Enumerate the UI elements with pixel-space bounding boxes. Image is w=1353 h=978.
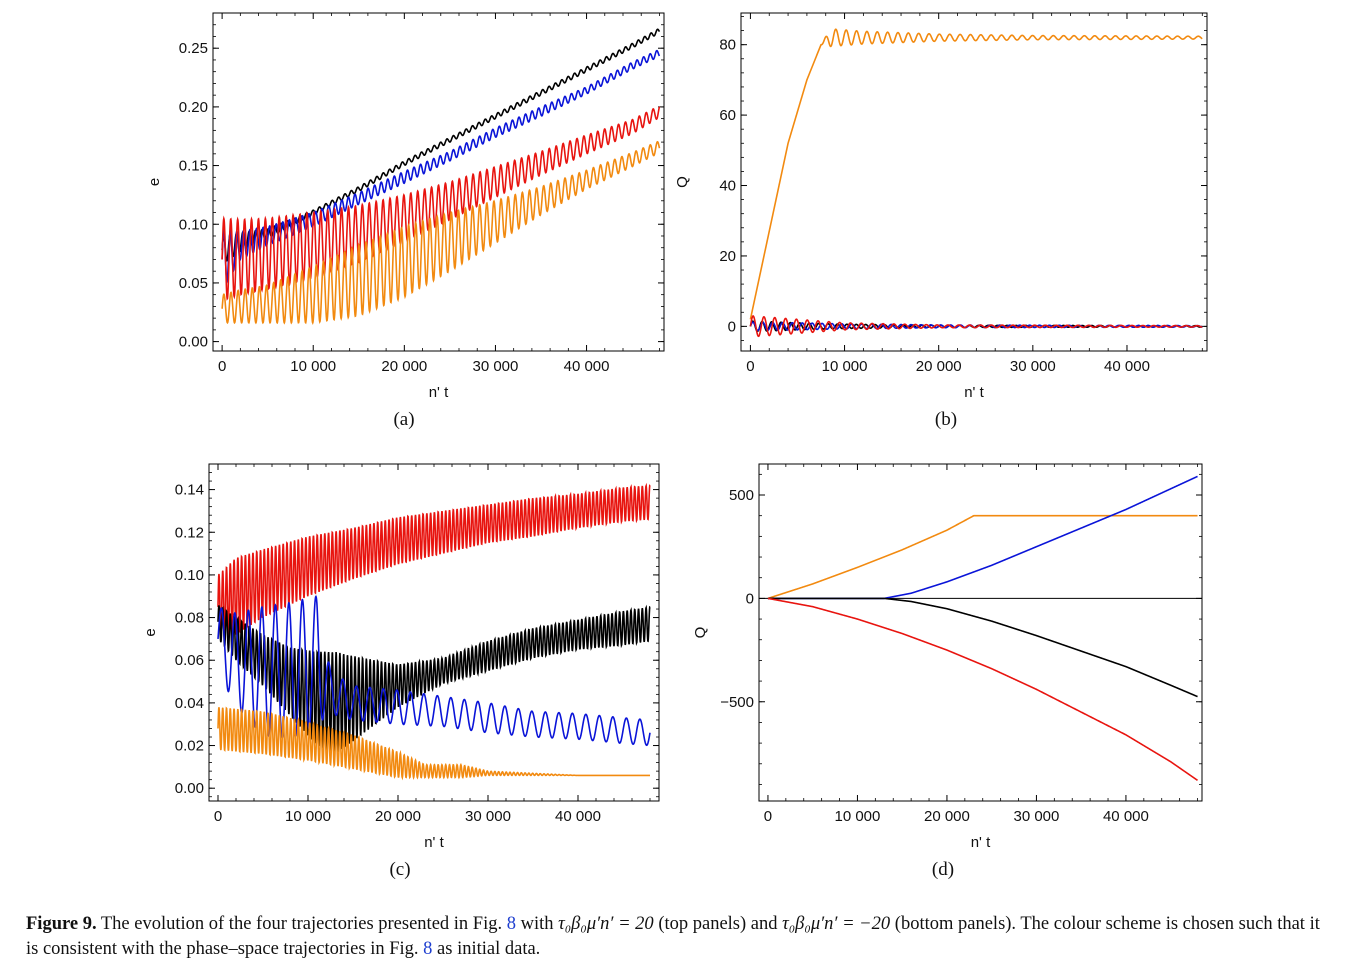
panel-c-sublabel: (c) bbox=[389, 859, 410, 880]
panel-a-sublabel: (a) bbox=[393, 409, 414, 430]
panel-a-y-tick-label: 0.10 bbox=[179, 216, 208, 233]
panel-b-plot-frame bbox=[740, 12, 1208, 352]
panel-b-y-tick-label: 80 bbox=[719, 37, 736, 54]
panel-b-y-axis-label: Q bbox=[674, 176, 691, 188]
panel-b-x-tick-label: 40 000 bbox=[1104, 358, 1150, 375]
panel-b-series-red bbox=[749, 315, 1203, 338]
panel-b-y-tick-label: 0 bbox=[728, 318, 736, 335]
panel-d-series-red bbox=[767, 597, 1198, 781]
panel-c-y-tick-label: 0.08 bbox=[175, 610, 204, 627]
panel-c-y-tick-label: 0.14 bbox=[175, 482, 204, 499]
panel-d-y-axis-label: Q bbox=[692, 627, 709, 639]
panel-a-x-tick-label: 10 000 bbox=[290, 358, 336, 375]
caption-math-2: τ₀β₀μ′n′ = −20 bbox=[782, 914, 891, 934]
panel-c-y-tick-label: 0.12 bbox=[175, 524, 204, 541]
panel-d-y-tick-label: 0 bbox=[746, 590, 754, 607]
panel-c-series-group bbox=[217, 482, 651, 781]
panel-a-y-tick-label: 0.00 bbox=[179, 334, 208, 351]
panel-b-x-tick-label: 30 000 bbox=[1010, 358, 1056, 375]
panel-a-y-axis-label: e bbox=[146, 178, 163, 186]
panel-c-x-tick-label: 30 000 bbox=[465, 808, 511, 825]
panel-c-series-red bbox=[217, 482, 651, 639]
panel-a-x-tick-label: 0 bbox=[218, 358, 226, 375]
panel-d-x-tick-label: 30 000 bbox=[1013, 808, 1059, 825]
panel-c-x-tick-label: 0 bbox=[214, 808, 222, 825]
chart-panel-c: 0 10 000 20 000 30 000 40 000 0.00 0.02 0.04 0.0… bbox=[142, 463, 660, 880]
panel-d-series-group bbox=[767, 475, 1198, 781]
panel-a-series-orange bbox=[221, 140, 661, 326]
panel-b-y-tick-label: 60 bbox=[719, 107, 736, 124]
panel-c-series-blue bbox=[217, 595, 651, 747]
panel-d-x-axis-label: n' t bbox=[971, 834, 991, 851]
panel-a-x-axis-label: n' t bbox=[429, 384, 449, 401]
panel-a-y-tick-label: 0.20 bbox=[179, 99, 208, 116]
panel-c-y-tick-label: 0.00 bbox=[175, 780, 204, 797]
figure-caption: Figure 9. The evolution of the four traj… bbox=[26, 912, 1336, 962]
caption-figure-number: Figure 9. bbox=[26, 914, 97, 934]
panel-d-y-tick-label: 500 bbox=[729, 487, 754, 504]
caption-text-3: (top panels) and bbox=[658, 914, 778, 934]
panel-d-x-tick-label: 40 000 bbox=[1103, 808, 1149, 825]
panel-b-y-tick-label: 40 bbox=[719, 178, 736, 195]
panel-b-x-tick-label: 10 000 bbox=[822, 358, 868, 375]
panel-c-x-tick-label: 20 000 bbox=[375, 808, 421, 825]
chart-panel-a: 0 10 000 20 000 30 000 40 000 0.00 0.05 0.10 0.1… bbox=[146, 12, 665, 430]
panel-b-x-tick-label: 0 bbox=[746, 358, 754, 375]
chart-panel-d: 0 10 000 20 000 30 000 40 000 −500 0 500 n' t Q (d… bbox=[692, 463, 1203, 880]
panel-d-series-orange bbox=[767, 514, 1198, 600]
panel-b-y-tick-label: 20 bbox=[719, 248, 736, 265]
panel-c-y-tick-label: 0.02 bbox=[175, 738, 204, 755]
panel-d-y-tick-label: −500 bbox=[720, 694, 754, 711]
caption-math-1: τ₀β₀μ′n′ = 20 bbox=[558, 914, 654, 934]
caption-text-5: as initial data. bbox=[437, 939, 541, 959]
caption-figure-link-1[interactable]: 8 bbox=[506, 914, 516, 934]
panel-d-x-tick-label: 0 bbox=[764, 808, 772, 825]
panel-d-x-tick-label: 20 000 bbox=[924, 808, 970, 825]
panel-c-x-axis-label: n' t bbox=[424, 834, 444, 851]
panel-a-x-tick-label: 40 000 bbox=[564, 358, 610, 375]
panel-b-series-group bbox=[749, 28, 1203, 338]
panel-c-x-tick-label: 10 000 bbox=[285, 808, 331, 825]
panel-a-y-tick-label: 0.25 bbox=[179, 40, 208, 57]
panel-a-x-tick-label: 30 000 bbox=[472, 358, 518, 375]
panel-c-y-tick-label: 0.04 bbox=[175, 695, 204, 712]
caption-text-4: (bottom panels). The colour scheme is ch… bbox=[26, 914, 1320, 959]
panel-d-x-tick-label: 10 000 bbox=[834, 808, 880, 825]
panel-a-series-red bbox=[221, 106, 661, 301]
panel-c-series-black bbox=[217, 604, 651, 754]
panel-b-x-tick-label: 20 000 bbox=[916, 358, 962, 375]
panel-b-x-axis-label: n' t bbox=[964, 384, 984, 401]
panel-c-x-tick-label: 40 000 bbox=[555, 808, 601, 825]
panel-c-y-tick-label: 0.10 bbox=[175, 567, 204, 584]
panel-a-x-tick-label: 20 000 bbox=[381, 358, 427, 375]
chart-panel-b: 0 10 000 20 000 30 000 40 000 0 20 40 60 80 n' t Q (… bbox=[674, 12, 1208, 430]
caption-figure-link-2[interactable]: 8 bbox=[423, 939, 433, 959]
panel-c-y-axis-label: e bbox=[142, 628, 159, 636]
panel-d-plot-frame bbox=[758, 463, 1203, 802]
panel-b-series-orange bbox=[749, 28, 1203, 320]
panel-b-sublabel: (b) bbox=[935, 409, 957, 430]
panel-c-series-orange bbox=[217, 706, 650, 781]
panel-a-series-blue bbox=[221, 49, 661, 284]
panel-a-plot-frame bbox=[212, 12, 665, 352]
panel-a-y-tick-label: 0.15 bbox=[179, 158, 208, 175]
caption-text-1: The evolution of the four trajectories p… bbox=[100, 914, 503, 934]
panel-c-y-tick-label: 0.06 bbox=[175, 652, 204, 669]
panel-d-series-black bbox=[767, 597, 1198, 698]
panel-d-series-blue bbox=[767, 475, 1198, 600]
caption-text-2: with bbox=[520, 914, 554, 934]
panel-a-series-group bbox=[221, 28, 661, 326]
panel-a-y-tick-label: 0.05 bbox=[179, 275, 208, 292]
panel-d-sublabel: (d) bbox=[932, 859, 954, 880]
